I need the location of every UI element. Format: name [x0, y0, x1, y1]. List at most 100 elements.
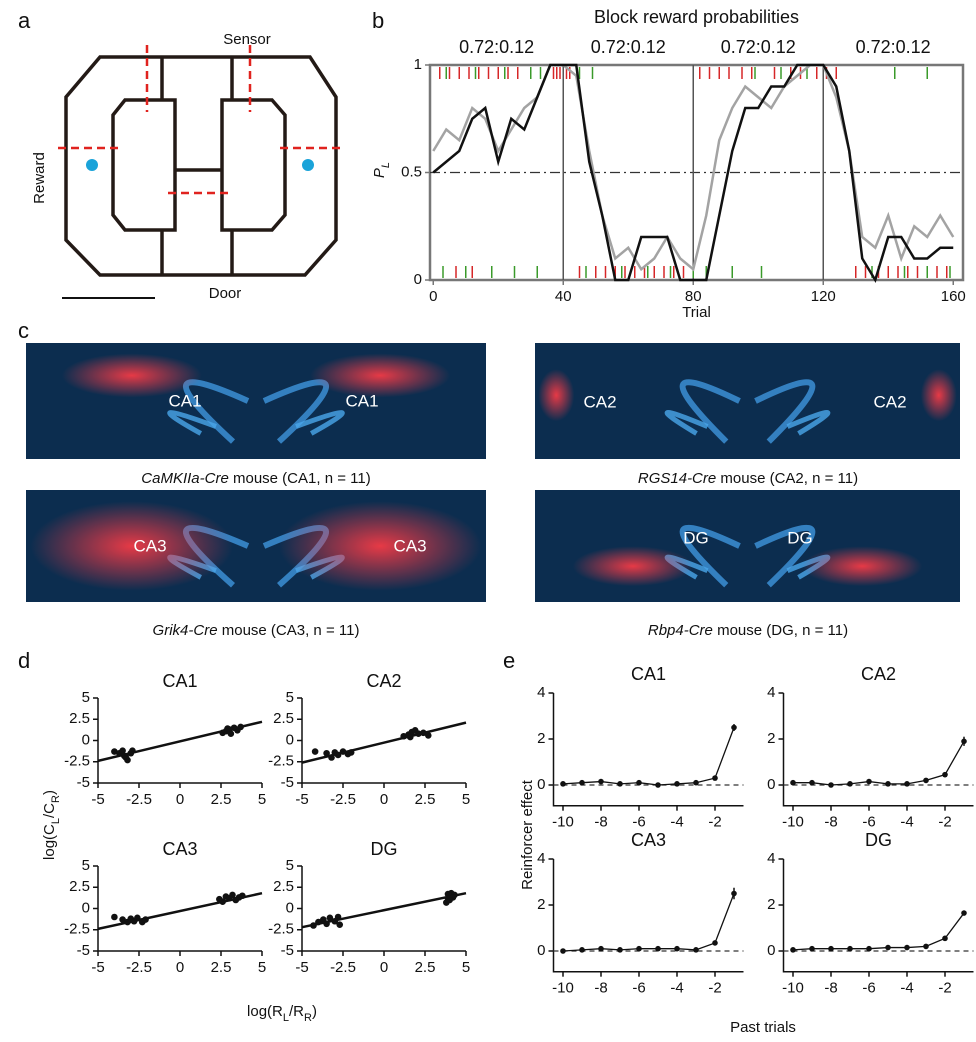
point	[847, 946, 853, 952]
x-tick-label: -10	[782, 814, 804, 831]
label-part: /C	[41, 803, 58, 818]
y-tick-label: -5	[77, 942, 90, 959]
label-part: mouse (CA1, n = 11)	[229, 470, 371, 487]
label-part: R	[50, 795, 62, 803]
x-tick-label: 2.5	[211, 959, 232, 976]
y-tick-label: 0	[82, 731, 90, 748]
y-tick-label: -2.5	[64, 753, 90, 770]
y-tick-label: 0	[414, 271, 422, 288]
point	[790, 947, 796, 953]
panel-label: e	[503, 648, 515, 673]
point	[712, 940, 718, 946]
x-tick-label: -2.5	[330, 959, 356, 976]
label-glow	[921, 369, 957, 421]
label-part: mouse (DG, n = 11)	[713, 622, 848, 639]
x-tick-label: 160	[941, 288, 966, 305]
point	[731, 891, 737, 897]
region-label: CA3	[133, 536, 166, 555]
panel-label: d	[18, 648, 30, 673]
chart-title: CA1	[162, 671, 197, 691]
region-label: CA2	[873, 392, 906, 411]
x-tick-label: -5	[91, 791, 104, 808]
image-caption: Grik4-Cre mouse (CA3, n = 11)	[153, 622, 360, 639]
chart-title: DG	[865, 830, 892, 850]
x-tick-label: 5	[258, 959, 266, 976]
point	[828, 782, 834, 788]
y-tick-label: -5	[281, 774, 294, 791]
y-tick-label: 2.5	[273, 878, 294, 895]
region-label: CA2	[583, 392, 616, 411]
y-tick-label: -5	[77, 774, 90, 791]
point	[923, 944, 929, 950]
x-tick-label: 0	[380, 959, 388, 976]
point	[866, 779, 872, 785]
x-tick-label: 80	[685, 288, 702, 305]
axis-lines	[302, 866, 466, 951]
label-glow	[538, 369, 574, 421]
sensor-label: Sensor	[223, 31, 271, 48]
x-tick-label: -2	[708, 814, 721, 831]
y-tick-label: 0	[767, 776, 775, 793]
x-tick-label: -2	[938, 980, 951, 997]
y-tick-label: 2	[537, 730, 545, 747]
point	[904, 781, 910, 787]
label-part: L	[380, 162, 392, 168]
region-label: DG	[683, 528, 709, 547]
x-tick-label: -4	[900, 980, 913, 997]
y-tick-label: 4	[767, 850, 775, 867]
y-tick-label: 4	[767, 684, 775, 701]
chart-title: CA3	[631, 830, 666, 850]
point	[655, 782, 661, 788]
x-tick-label: -5	[295, 791, 308, 808]
door-label: Door	[209, 285, 242, 302]
y-tick-label: 2.5	[273, 710, 294, 727]
micrograph	[535, 490, 960, 602]
x-axis-label: Past trials	[730, 1019, 796, 1036]
x-tick-label: 2.5	[415, 959, 436, 976]
x-tick-label: -8	[594, 980, 607, 997]
point	[579, 947, 585, 953]
panel-label: c	[18, 318, 29, 343]
block-label: 0.72:0.12	[856, 37, 931, 57]
axis-lines	[98, 866, 262, 951]
y-tick-label: 0	[82, 899, 90, 916]
y-tick-label: 5	[82, 689, 90, 706]
x-tick-label: -10	[782, 980, 804, 997]
label-glow	[31, 501, 233, 591]
series-line	[563, 894, 734, 952]
axis-lines	[784, 693, 974, 806]
y-tick-label: 5	[82, 857, 90, 874]
reward-label: Reward	[31, 152, 48, 204]
fit-line	[302, 893, 466, 927]
region-label: CA3	[393, 536, 426, 555]
label-glow	[802, 546, 922, 586]
y-tick-label: 2	[537, 896, 545, 913]
x-tick-label: -8	[824, 814, 837, 831]
axis-lines	[784, 859, 974, 972]
point	[847, 781, 853, 787]
block-label: 0.72:0.12	[721, 37, 796, 57]
x-tick-label: -2.5	[126, 791, 152, 808]
x-tick-label: -10	[552, 814, 574, 831]
y-tick-label: -2.5	[64, 921, 90, 938]
point	[617, 947, 623, 953]
image-caption: CaMKIIa-Cre mouse (CA1, n = 11)	[141, 470, 370, 487]
y-axis-label: Reinforcer effect	[519, 779, 536, 890]
label-glow	[279, 501, 481, 591]
series-line	[793, 741, 964, 785]
point	[111, 914, 118, 921]
point	[617, 781, 623, 787]
point	[693, 947, 699, 953]
axis-lines	[302, 698, 466, 783]
y-tick-label: 0	[286, 899, 294, 916]
label-glow	[310, 353, 450, 397]
block-label: 0.72:0.12	[591, 37, 666, 57]
point	[809, 780, 815, 786]
x-tick-label: 120	[811, 288, 836, 305]
region-label: CA1	[168, 391, 201, 410]
region-label: DG	[787, 528, 813, 547]
point	[560, 781, 566, 787]
x-tick-label: 0	[176, 791, 184, 808]
x-axis-label: log(RL/RR)	[247, 1003, 317, 1024]
point	[598, 779, 604, 785]
